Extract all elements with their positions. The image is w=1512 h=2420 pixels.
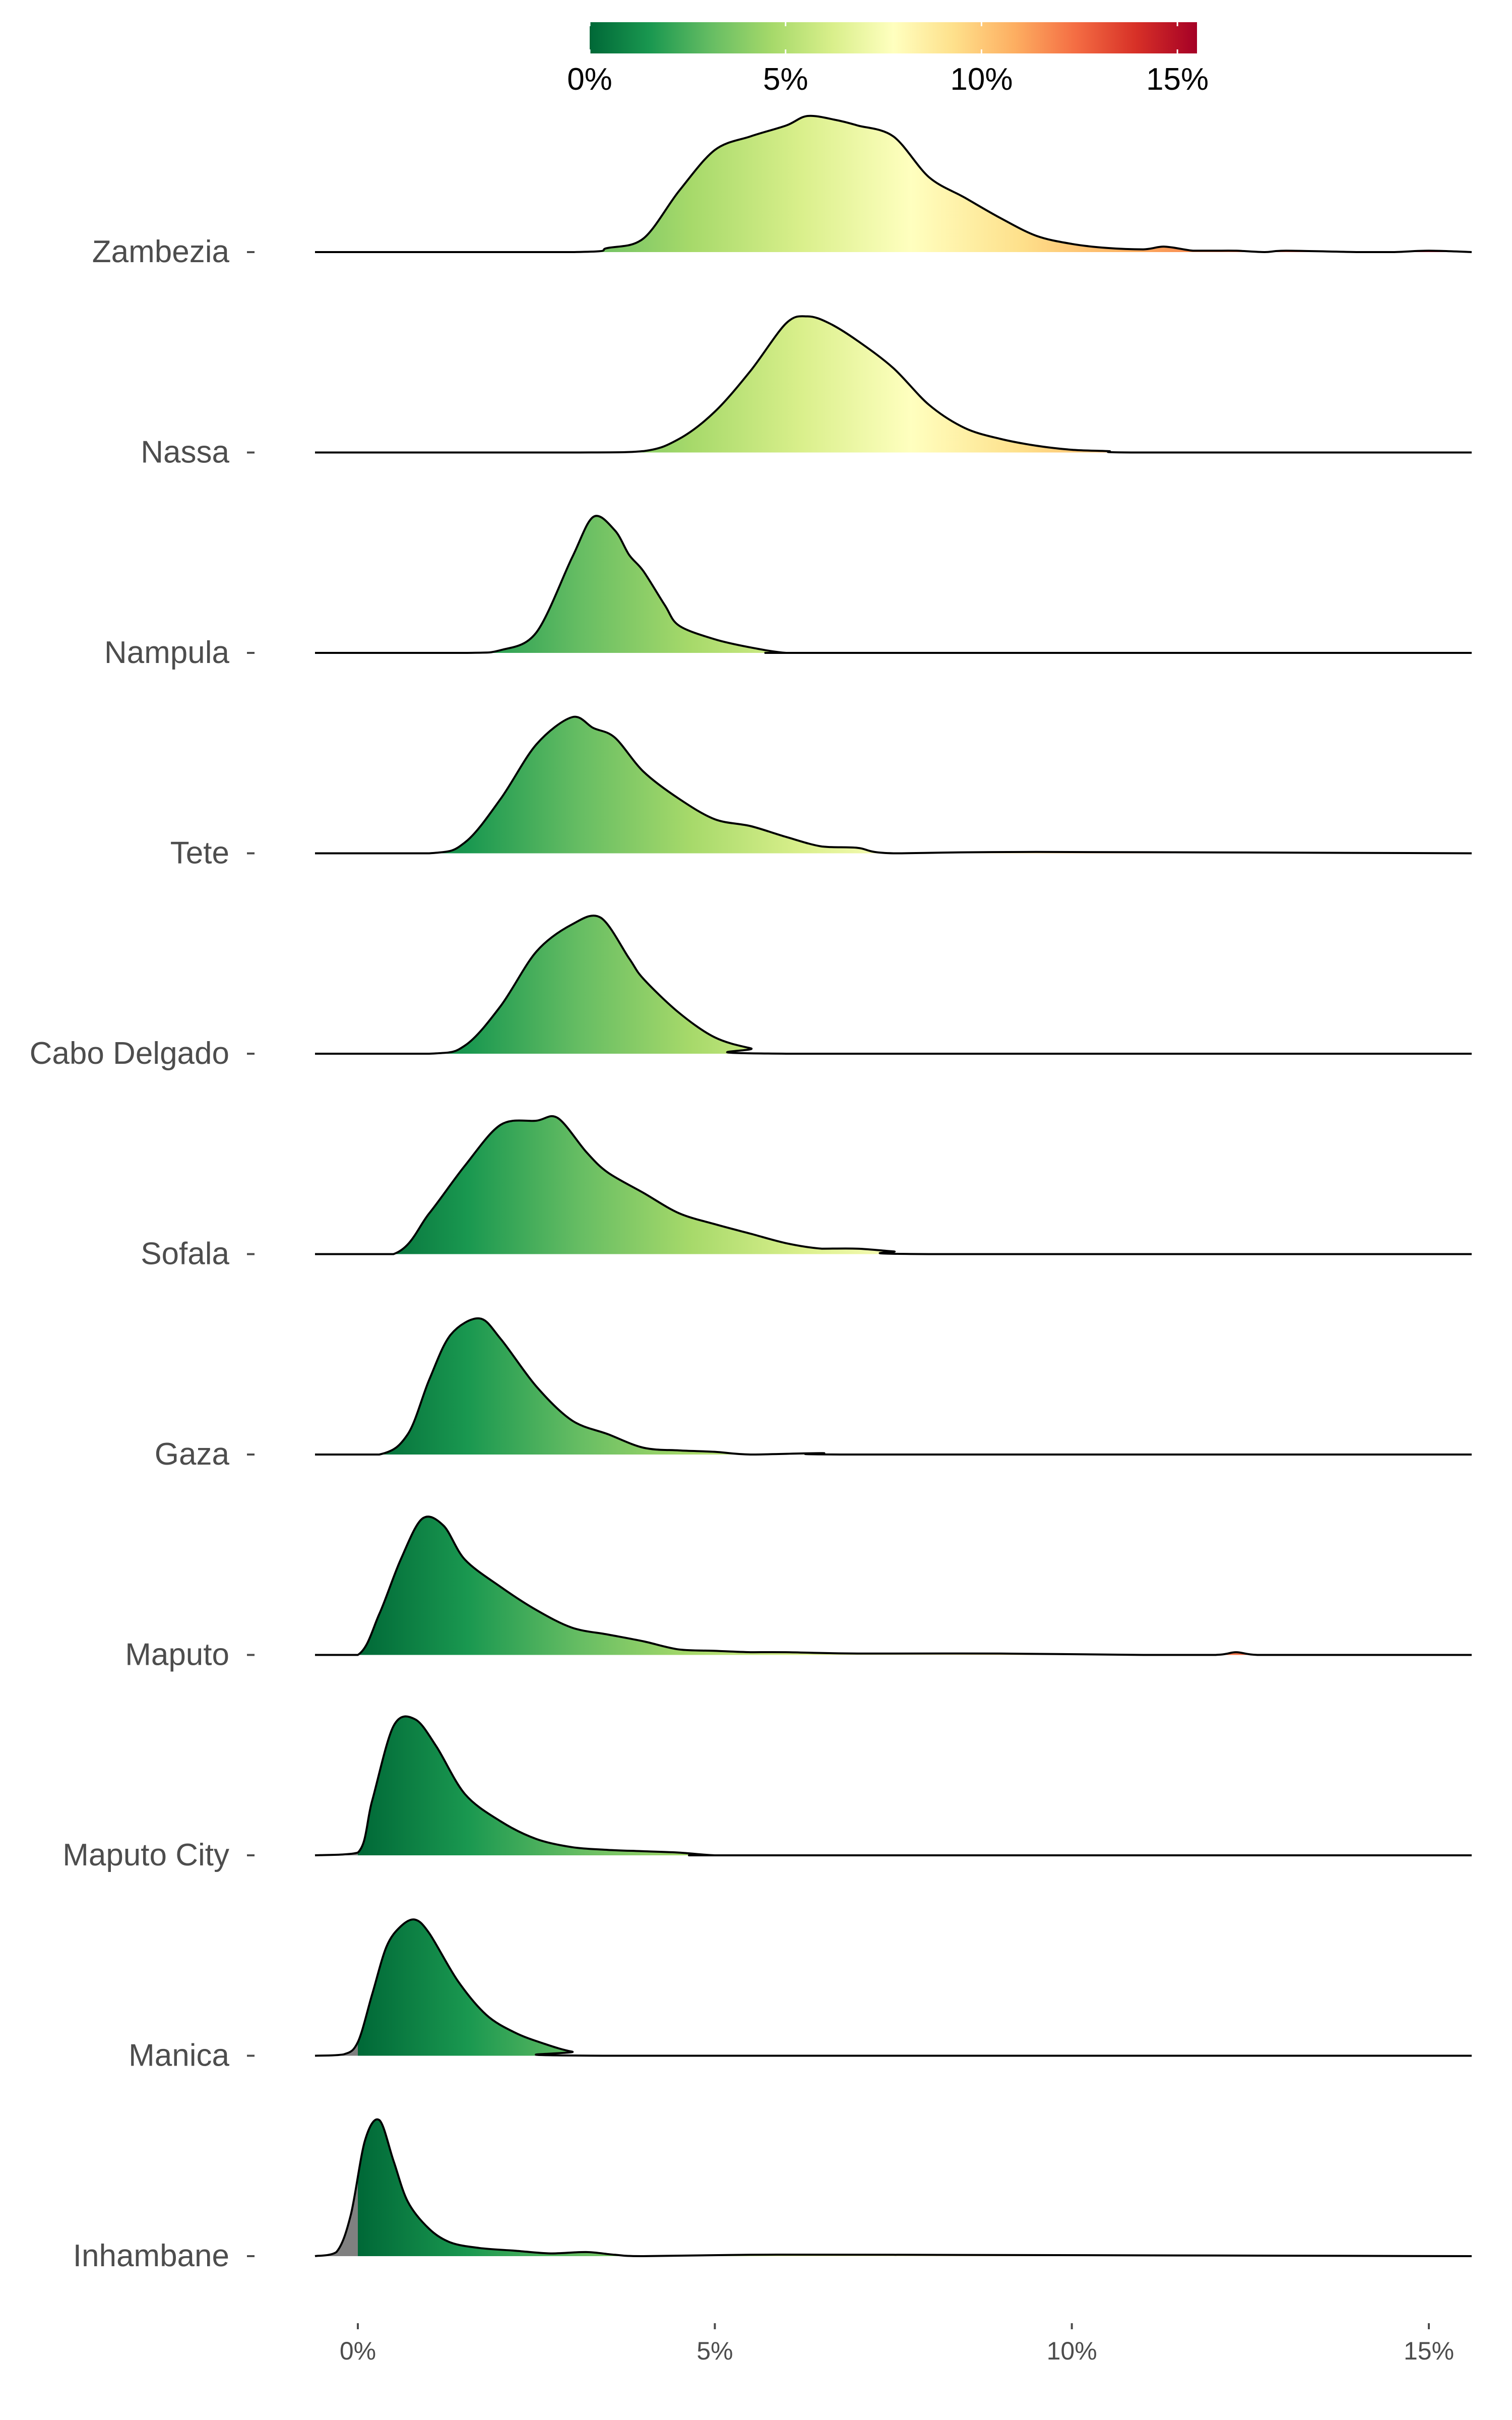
ridge-zambezia	[314, 114, 1472, 254]
ridge-outline	[314, 1516, 1472, 1656]
ridge-na-fill	[315, 716, 358, 854]
ridge-maputo	[314, 1516, 1472, 1656]
x-tick-label: 10%	[1047, 2337, 1097, 2365]
colorbar-tick-label: 15%	[1146, 62, 1209, 97]
x-tick-label: 0%	[340, 2337, 376, 2365]
ridge-nampula	[314, 515, 1472, 654]
ridge-outline	[314, 1715, 1472, 1857]
y-tick-label: Maputo City	[62, 1838, 229, 1872]
y-tick-label: Zambezia	[92, 234, 230, 269]
ridge-inhambane	[314, 2118, 1472, 2257]
ridge-outline	[315, 915, 1472, 1055]
ridge-na-fill	[315, 1716, 358, 1855]
colorbar-bar	[590, 22, 1197, 53]
y-tick-label: Maputo	[125, 1638, 229, 1672]
colorbar: 0% 5% 10% 15%	[567, 22, 1209, 97]
ridge-fill	[358, 316, 1472, 453]
ridge-cabo-delgado	[315, 915, 1472, 1055]
x-tick-label: 5%	[697, 2337, 733, 2365]
colorbar-tick-label: 10%	[950, 62, 1013, 97]
y-tick-label: Gaza	[155, 1437, 230, 1472]
ridge-fill	[358, 916, 1472, 1054]
ridge-outline	[314, 2118, 1472, 2257]
y-tick-label: Inhambane	[73, 2238, 229, 2273]
y-axis: Zambezia Nassa Nampula Tete Cabo Delgado Sofa…	[30, 234, 255, 2273]
x-tick-label: 15%	[1404, 2337, 1454, 2365]
y-tick-label: Tete	[170, 836, 229, 871]
ridges	[314, 114, 1472, 2257]
ridge-fill	[358, 2119, 1472, 2256]
ridge-fill	[358, 1116, 1472, 1254]
ridge-na-fill	[315, 115, 358, 252]
y-tick-label: Nassa	[141, 435, 229, 470]
ridge-sofala	[315, 1115, 1472, 1255]
ridge-nassa	[315, 315, 1472, 454]
ridge-outline	[314, 515, 1472, 654]
x-axis: 0% 5% 10% 15%	[340, 2323, 1454, 2365]
ridge-tete	[315, 715, 1472, 855]
ridge-outline	[315, 715, 1472, 855]
ridge-na-fill	[315, 1318, 358, 1455]
ridge-fill	[358, 1517, 1472, 1655]
ridge-na-fill	[315, 1517, 358, 1655]
ridge-fill	[358, 1919, 1472, 2056]
y-tick-label: Sofala	[141, 1237, 229, 1272]
ridge-na-fill	[315, 516, 358, 653]
ridge-maputo-city	[314, 1715, 1472, 1857]
ridge-fill	[358, 716, 1472, 854]
ridge-fill	[358, 516, 1472, 653]
ridge-na-fill	[315, 2119, 358, 2256]
y-tick-label: Manica	[129, 2038, 229, 2073]
ridge-na-fill	[315, 316, 358, 453]
y-tick-label: Cabo Delgado	[30, 1036, 229, 1071]
ridge-outline	[314, 1918, 1472, 2057]
colorbar-tick-label: 5%	[763, 62, 808, 97]
ridge-fill	[358, 1716, 1472, 1855]
ridge-outline	[315, 315, 1472, 454]
ridge-na-fill	[315, 1919, 358, 2056]
ridge-outline	[315, 1317, 1472, 1456]
colorbar-tick-label: 0%	[567, 62, 612, 97]
ridge-na-fill	[315, 1116, 358, 1254]
ridge-outline	[314, 114, 1472, 254]
ridge-outline	[315, 1115, 1472, 1255]
y-tick-label: Nampula	[104, 635, 230, 670]
ridge-manica	[314, 1918, 1472, 2057]
ridge-gaza	[315, 1317, 1472, 1456]
ridge-fill	[358, 115, 1472, 252]
ridge-na-fill	[315, 916, 358, 1054]
